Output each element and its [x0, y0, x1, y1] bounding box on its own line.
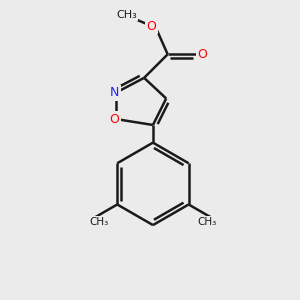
- Text: O: O: [197, 48, 207, 61]
- Text: CH₃: CH₃: [116, 10, 137, 20]
- Text: N: N: [110, 86, 119, 99]
- Text: O: O: [146, 20, 156, 33]
- Text: CH₃: CH₃: [89, 217, 108, 227]
- Text: CH₃: CH₃: [198, 217, 217, 227]
- Text: O: O: [110, 112, 120, 126]
